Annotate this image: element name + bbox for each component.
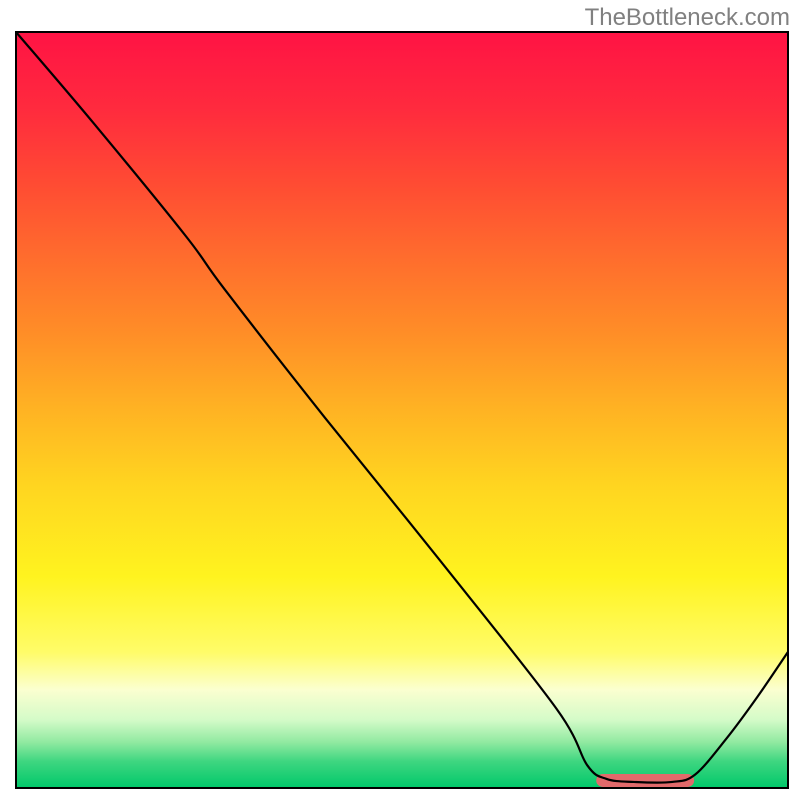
plot-background [16,32,788,788]
bottleneck-chart [0,0,800,800]
chart-container: TheBottleneck.com [0,0,800,800]
attribution-text: TheBottleneck.com [585,4,790,32]
